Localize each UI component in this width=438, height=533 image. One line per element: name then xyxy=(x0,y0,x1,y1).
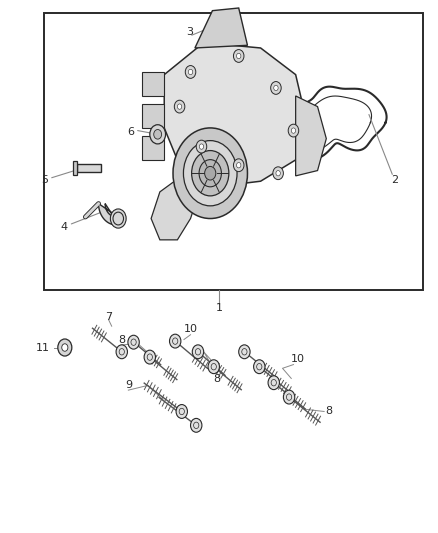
Circle shape xyxy=(174,100,185,113)
Polygon shape xyxy=(195,8,247,48)
Circle shape xyxy=(192,345,204,359)
Circle shape xyxy=(268,376,279,390)
Text: 8: 8 xyxy=(118,335,125,344)
Circle shape xyxy=(205,166,216,180)
Circle shape xyxy=(191,151,229,196)
Circle shape xyxy=(254,360,265,374)
Text: 3: 3 xyxy=(186,27,193,37)
Circle shape xyxy=(274,85,278,91)
Circle shape xyxy=(291,128,296,133)
Polygon shape xyxy=(142,104,164,128)
Polygon shape xyxy=(77,164,101,172)
Text: 9: 9 xyxy=(125,380,132,390)
Circle shape xyxy=(110,209,126,228)
Polygon shape xyxy=(142,136,164,160)
Circle shape xyxy=(196,140,207,153)
Text: 4: 4 xyxy=(61,222,68,231)
Circle shape xyxy=(237,163,241,168)
Polygon shape xyxy=(142,72,164,96)
Text: 6: 6 xyxy=(127,127,134,136)
Circle shape xyxy=(150,125,166,144)
Polygon shape xyxy=(164,43,304,187)
Circle shape xyxy=(233,159,244,172)
Text: 11: 11 xyxy=(36,343,50,352)
Circle shape xyxy=(144,350,155,364)
Circle shape xyxy=(233,50,244,62)
Circle shape xyxy=(154,130,162,139)
Circle shape xyxy=(113,212,124,225)
Circle shape xyxy=(188,69,193,75)
Polygon shape xyxy=(151,176,199,240)
Circle shape xyxy=(273,167,283,180)
Text: 10: 10 xyxy=(291,354,305,364)
Text: 5: 5 xyxy=(41,175,48,185)
Text: 7: 7 xyxy=(105,312,112,322)
Circle shape xyxy=(116,345,127,359)
Circle shape xyxy=(128,335,139,349)
Polygon shape xyxy=(296,96,326,176)
Circle shape xyxy=(184,141,237,206)
Circle shape xyxy=(199,144,204,149)
Text: 2: 2 xyxy=(391,175,398,185)
Text: 8: 8 xyxy=(213,375,220,384)
Text: 8: 8 xyxy=(325,407,332,416)
Circle shape xyxy=(199,160,221,187)
Circle shape xyxy=(271,82,281,94)
Circle shape xyxy=(173,128,247,219)
Circle shape xyxy=(288,124,299,137)
Circle shape xyxy=(239,345,250,359)
Circle shape xyxy=(276,171,280,176)
Circle shape xyxy=(191,418,202,432)
Circle shape xyxy=(283,390,295,404)
Polygon shape xyxy=(73,161,77,175)
Circle shape xyxy=(58,339,72,356)
Polygon shape xyxy=(99,204,119,225)
Circle shape xyxy=(176,405,187,418)
Text: 1: 1 xyxy=(215,303,223,313)
Circle shape xyxy=(237,53,241,59)
Circle shape xyxy=(185,66,196,78)
Bar xyxy=(44,13,423,290)
Circle shape xyxy=(62,344,68,351)
Text: 10: 10 xyxy=(184,325,198,334)
Circle shape xyxy=(208,360,219,374)
Circle shape xyxy=(177,104,182,109)
Circle shape xyxy=(170,334,181,348)
